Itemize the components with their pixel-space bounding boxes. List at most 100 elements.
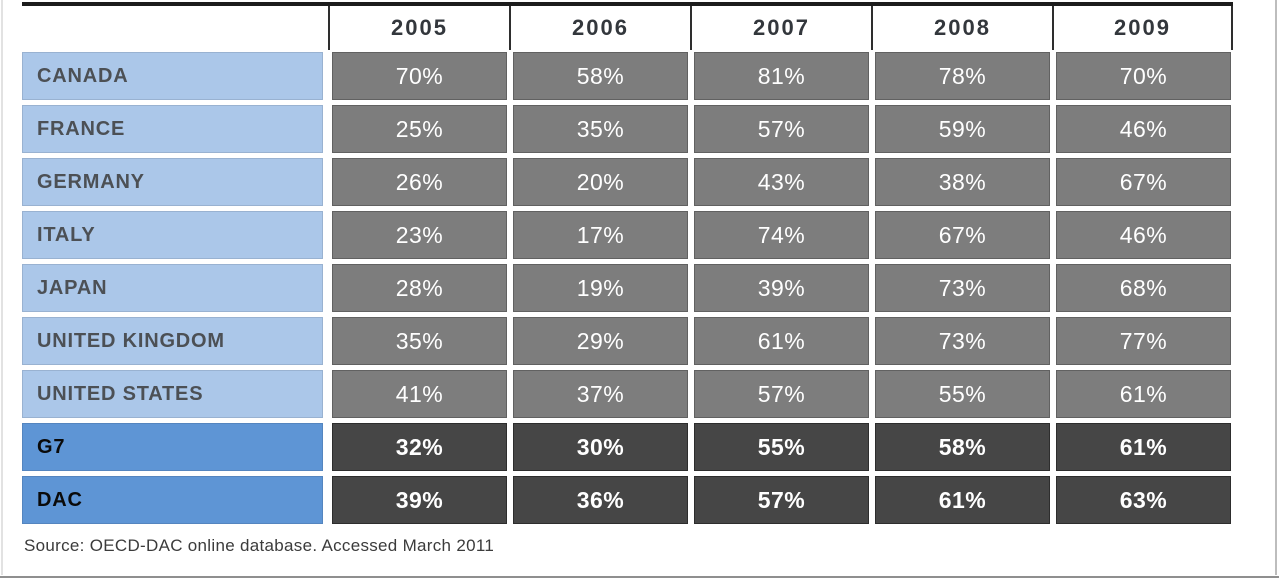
row-label-cell: UNITED STATES <box>22 370 323 418</box>
value-cell: 46% <box>1056 211 1231 259</box>
value-cell: 35% <box>513 105 688 153</box>
value-text: 58% <box>938 433 987 460</box>
value-text: 29% <box>576 327 625 354</box>
table-body: CANADA 70% 58% 81% 78% 70% FRANCE 25% 35… <box>22 52 1233 524</box>
table-header-row: 2005 2006 2007 2008 2009 <box>22 2 1233 50</box>
value-text: 41% <box>395 380 444 407</box>
table-row: UNITED STATES 41% 37% 57% 55% 61% <box>22 370 1233 418</box>
value-text: 59% <box>938 115 987 142</box>
value-text: 23% <box>395 221 444 248</box>
value-cell: 58% <box>875 423 1050 471</box>
value-cell: 70% <box>1056 52 1231 100</box>
row-label-cell: JAPAN <box>22 264 323 312</box>
year-header-2009: 2009 <box>1052 6 1233 50</box>
value-cell: 58% <box>513 52 688 100</box>
value-cell: 17% <box>513 211 688 259</box>
year-header-2007: 2007 <box>690 6 871 50</box>
source-note: Source: OECD-DAC online database. Access… <box>24 536 495 555</box>
value-cell: 28% <box>332 264 507 312</box>
value-cell: 67% <box>875 211 1050 259</box>
value-cell: 61% <box>1056 423 1231 471</box>
year-label: 2009 <box>1114 15 1171 40</box>
value-cell: 37% <box>513 370 688 418</box>
value-text: 39% <box>757 274 806 301</box>
value-text: 68% <box>1119 274 1168 301</box>
value-cell: 26% <box>332 158 507 206</box>
value-text: 19% <box>576 274 625 301</box>
value-cell: 29% <box>513 317 688 365</box>
row-label: ITALY <box>37 223 96 246</box>
year-label: 2005 <box>391 15 448 40</box>
value-text: 70% <box>1119 62 1168 89</box>
value-text: 28% <box>395 274 444 301</box>
value-cell: 30% <box>513 423 688 471</box>
value-cell: 74% <box>694 211 869 259</box>
row-label: UNITED KINGDOM <box>37 329 225 352</box>
value-text: 36% <box>576 486 625 513</box>
value-text: 63% <box>1119 486 1168 513</box>
frame-right-border <box>1275 0 1277 575</box>
value-text: 55% <box>757 433 806 460</box>
value-text: 35% <box>576 115 625 142</box>
row-label: DAC <box>37 488 83 511</box>
value-text: 20% <box>576 168 625 195</box>
value-cell: 32% <box>332 423 507 471</box>
data-table: 2005 2006 2007 2008 2009 CANADA 70% 58% … <box>22 2 1233 529</box>
frame-bottom-border <box>0 576 1279 578</box>
value-text: 55% <box>938 380 987 407</box>
value-cell: 36% <box>513 476 688 524</box>
value-text: 73% <box>938 327 987 354</box>
value-cell: 43% <box>694 158 869 206</box>
value-cell: 25% <box>332 105 507 153</box>
value-text: 30% <box>576 433 625 460</box>
value-text: 35% <box>395 327 444 354</box>
value-cell: 57% <box>694 105 869 153</box>
row-label-cell: GERMANY <box>22 158 323 206</box>
table-row: UNITED KINGDOM 35% 29% 61% 73% 77% <box>22 317 1233 365</box>
value-cell: 68% <box>1056 264 1231 312</box>
row-label-cell: DAC <box>22 476 323 524</box>
value-cell: 57% <box>694 476 869 524</box>
value-text: 57% <box>757 380 806 407</box>
row-label-cell: G7 <box>22 423 323 471</box>
frame-left-border <box>1 0 3 575</box>
value-text: 61% <box>1119 433 1168 460</box>
value-text: 39% <box>395 486 444 513</box>
value-text: 25% <box>395 115 444 142</box>
value-cell: 19% <box>513 264 688 312</box>
value-text: 37% <box>576 380 625 407</box>
row-label: GERMANY <box>37 170 145 193</box>
value-cell: 23% <box>332 211 507 259</box>
value-text: 26% <box>395 168 444 195</box>
table-row: GERMANY 26% 20% 43% 38% 67% <box>22 158 1233 206</box>
year-label: 2007 <box>753 15 810 40</box>
value-cell: 55% <box>875 370 1050 418</box>
value-cell: 78% <box>875 52 1050 100</box>
row-label-cell: ITALY <box>22 211 323 259</box>
value-text: 67% <box>1119 168 1168 195</box>
value-cell: 61% <box>694 317 869 365</box>
value-cell: 67% <box>1056 158 1231 206</box>
value-text: 77% <box>1119 327 1168 354</box>
table-row: JAPAN 28% 19% 39% 73% 68% <box>22 264 1233 312</box>
value-text: 43% <box>757 168 806 195</box>
value-text: 46% <box>1119 221 1168 248</box>
value-text: 73% <box>938 274 987 301</box>
value-cell: 81% <box>694 52 869 100</box>
row-label-cell: UNITED KINGDOM <box>22 317 323 365</box>
row-label: FRANCE <box>37 117 126 140</box>
row-label: CANADA <box>37 64 129 87</box>
value-cell: 77% <box>1056 317 1231 365</box>
value-cell: 39% <box>694 264 869 312</box>
year-label: 2006 <box>572 15 629 40</box>
row-label: G7 <box>37 435 66 458</box>
value-text: 57% <box>757 486 806 513</box>
value-text: 81% <box>757 62 806 89</box>
value-cell: 38% <box>875 158 1050 206</box>
value-cell: 59% <box>875 105 1050 153</box>
value-cell: 61% <box>1056 370 1231 418</box>
value-cell: 63% <box>1056 476 1231 524</box>
year-header-2006: 2006 <box>509 6 690 50</box>
year-header-2005: 2005 <box>328 6 509 50</box>
